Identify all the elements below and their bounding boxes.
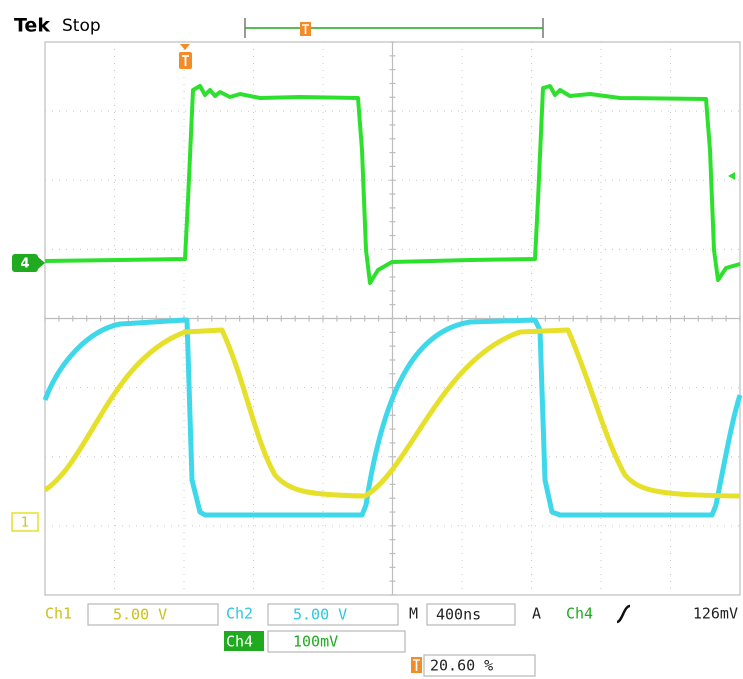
trigger-source: Ch4 <box>566 605 593 623</box>
trigger-mode: A <box>532 605 541 623</box>
ch1-marker <box>11 512 39 532</box>
ch4-marker-label: 4 <box>20 257 29 272</box>
record-trigger-icon <box>300 22 311 36</box>
ch1-box <box>87 603 219 626</box>
ch1-marker-label: 1 <box>21 516 29 531</box>
ch4-marker <box>12 254 38 272</box>
ch2-box <box>267 603 399 626</box>
trigger-position-icon <box>179 44 192 69</box>
trigger-level-arrow <box>728 172 735 180</box>
ch2-scale: 5.00 V <box>293 606 347 624</box>
ch1-label: Ch1 <box>45 605 72 623</box>
ch2-label: Ch2 <box>226 605 253 623</box>
position-icon <box>411 657 422 673</box>
ch4-label-bg <box>224 631 264 651</box>
ch1-scale: 5.00 V <box>113 606 167 624</box>
position-value: 20.60 % <box>430 657 493 675</box>
ch4-label: Ch4 <box>226 633 253 651</box>
ch4-box <box>267 630 406 653</box>
graticule <box>44 41 741 596</box>
timebase-box <box>426 603 516 626</box>
trigger-slope-icon <box>616 604 631 624</box>
timebase-value: 400ns <box>436 606 481 624</box>
trigger-level: 126mV <box>693 605 738 623</box>
status: Stop <box>62 16 101 36</box>
ch4-scale: 100mV <box>293 633 338 651</box>
position-box <box>423 654 536 677</box>
ch1-trace <box>43 327 741 499</box>
brand: Tek <box>14 15 50 37</box>
timebase-label: M <box>409 605 418 623</box>
ch4-trace <box>44 84 741 285</box>
ch2-trace <box>42 317 743 518</box>
ch4-marker-tip <box>38 257 45 269</box>
